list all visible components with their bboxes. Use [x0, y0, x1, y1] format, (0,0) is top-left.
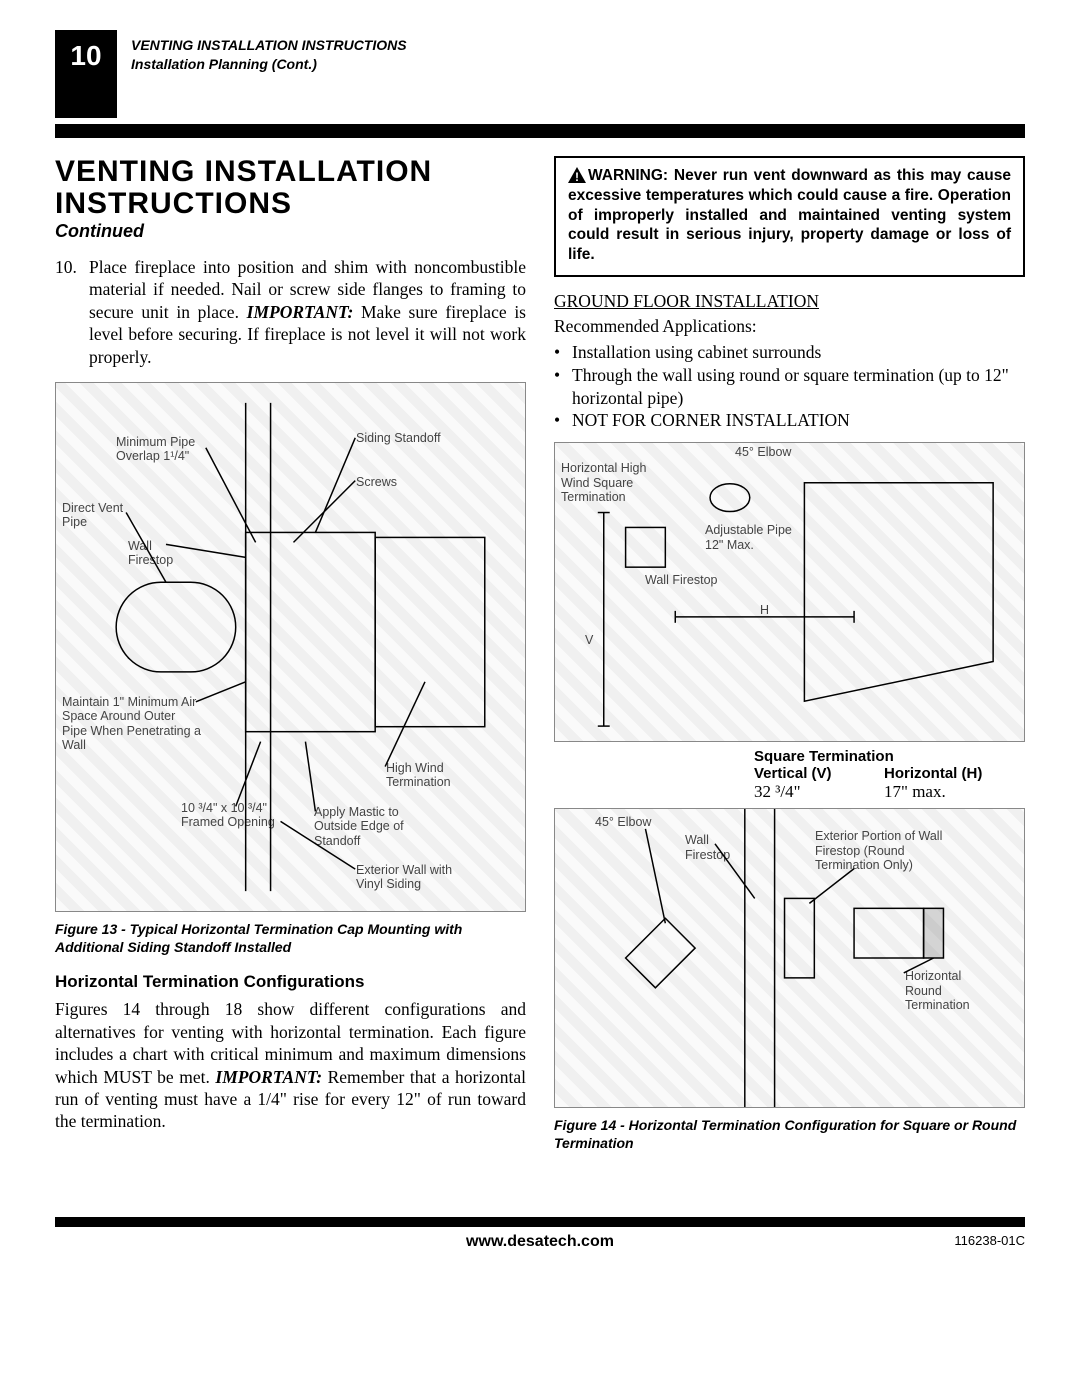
- svg-text:!: !: [575, 170, 579, 183]
- step-important: IMPORTANT:: [247, 302, 354, 322]
- table-val-h: 17" max.: [884, 782, 1014, 802]
- footer-url: www.desatech.com: [0, 1233, 1080, 1251]
- list-item: •Through the wall using round or square …: [554, 364, 1025, 410]
- figure-13-svg: [56, 383, 525, 911]
- table-head-h: Horizontal (H): [884, 765, 1014, 782]
- table-header-row: Vertical (V) Horizontal (H): [754, 765, 1025, 782]
- figure-14a-svg: [555, 443, 1024, 741]
- bullet-text: Installation using cabinet surrounds: [572, 341, 821, 364]
- square-termination-table: Square Termination Vertical (V) Horizont…: [554, 748, 1025, 802]
- header-line-1: VENTING INSTALLATION INSTRUCTIONS: [131, 36, 407, 55]
- figure-13-caption: Figure 13 - Typical Horizontal Terminati…: [55, 920, 526, 956]
- page-number: 10: [70, 40, 101, 72]
- figure-14b-svg: [555, 809, 1024, 1107]
- content-columns: VENTING INSTALLATION INSTRUCTIONS Contin…: [55, 156, 1025, 1169]
- table-head-v: Vertical (V): [754, 765, 884, 782]
- table-val-v: 32 ³/4": [754, 782, 884, 802]
- main-title: VENTING INSTALLATION INSTRUCTIONS: [55, 156, 526, 219]
- step-body: Place fireplace into position and shim w…: [89, 256, 526, 368]
- list-item: •Installation using cabinet surrounds: [554, 341, 1025, 364]
- header-titles: VENTING INSTALLATION INSTRUCTIONS Instal…: [117, 30, 407, 118]
- para-important: IMPORTANT:: [215, 1067, 322, 1087]
- left-column: VENTING INSTALLATION INSTRUCTIONS Contin…: [55, 156, 526, 1169]
- ground-floor-heading: GROUND FLOOR INSTALLATION: [554, 291, 1025, 312]
- figure-13-diagram: Minimum Pipe Overlap 1¹/4" Direct Vent P…: [55, 382, 526, 912]
- applications-list: •Installation using cabinet surrounds •T…: [554, 341, 1025, 432]
- figure-14-upper-diagram: 45° Elbow Horizontal High Wind Square Te…: [554, 442, 1025, 742]
- page-header: 10 VENTING INSTALLATION INSTRUCTIONS Ins…: [55, 30, 1025, 118]
- bottom-horizontal-rule: [55, 1217, 1025, 1227]
- header-line-2: Installation Planning (Cont.): [131, 55, 407, 74]
- recommended-applications-label: Recommended Applications:: [554, 316, 1025, 337]
- figure-14-lower-diagram: 45° Elbow Wall Firestop Exterior Portion…: [554, 808, 1025, 1108]
- right-column: ! WARNING: Never run vent downward as th…: [554, 156, 1025, 1169]
- step-number: 10.: [55, 256, 89, 368]
- top-horizontal-rule: [55, 124, 1025, 138]
- page-number-box: 10: [55, 30, 117, 118]
- page-footer: www.desatech.com 116238-01C: [55, 1227, 1025, 1248]
- list-item: •NOT FOR CORNER INSTALLATION: [554, 409, 1025, 432]
- continued-label: Continued: [55, 221, 526, 242]
- bullet-text: Through the wall using round or square t…: [572, 364, 1025, 410]
- table-title: Square Termination: [754, 748, 1025, 765]
- warning-box: ! WARNING: Never run vent downward as th…: [554, 156, 1025, 277]
- bullet-text: NOT FOR CORNER INSTALLATION: [572, 409, 850, 432]
- warning-icon: !: [568, 167, 586, 183]
- warning-text: WARNING: Never run vent downward as this…: [568, 167, 1011, 263]
- horizontal-term-paragraph: Figures 14 through 18 show different con…: [55, 998, 526, 1132]
- step-10: 10. Place fireplace into position and sh…: [55, 256, 526, 368]
- subheading-horizontal-term: Horizontal Termination Configurations: [55, 972, 526, 992]
- table-value-row: 32 ³/4" 17" max.: [754, 782, 1025, 802]
- figure-14-caption: Figure 14 - Horizontal Termination Confi…: [554, 1116, 1025, 1152]
